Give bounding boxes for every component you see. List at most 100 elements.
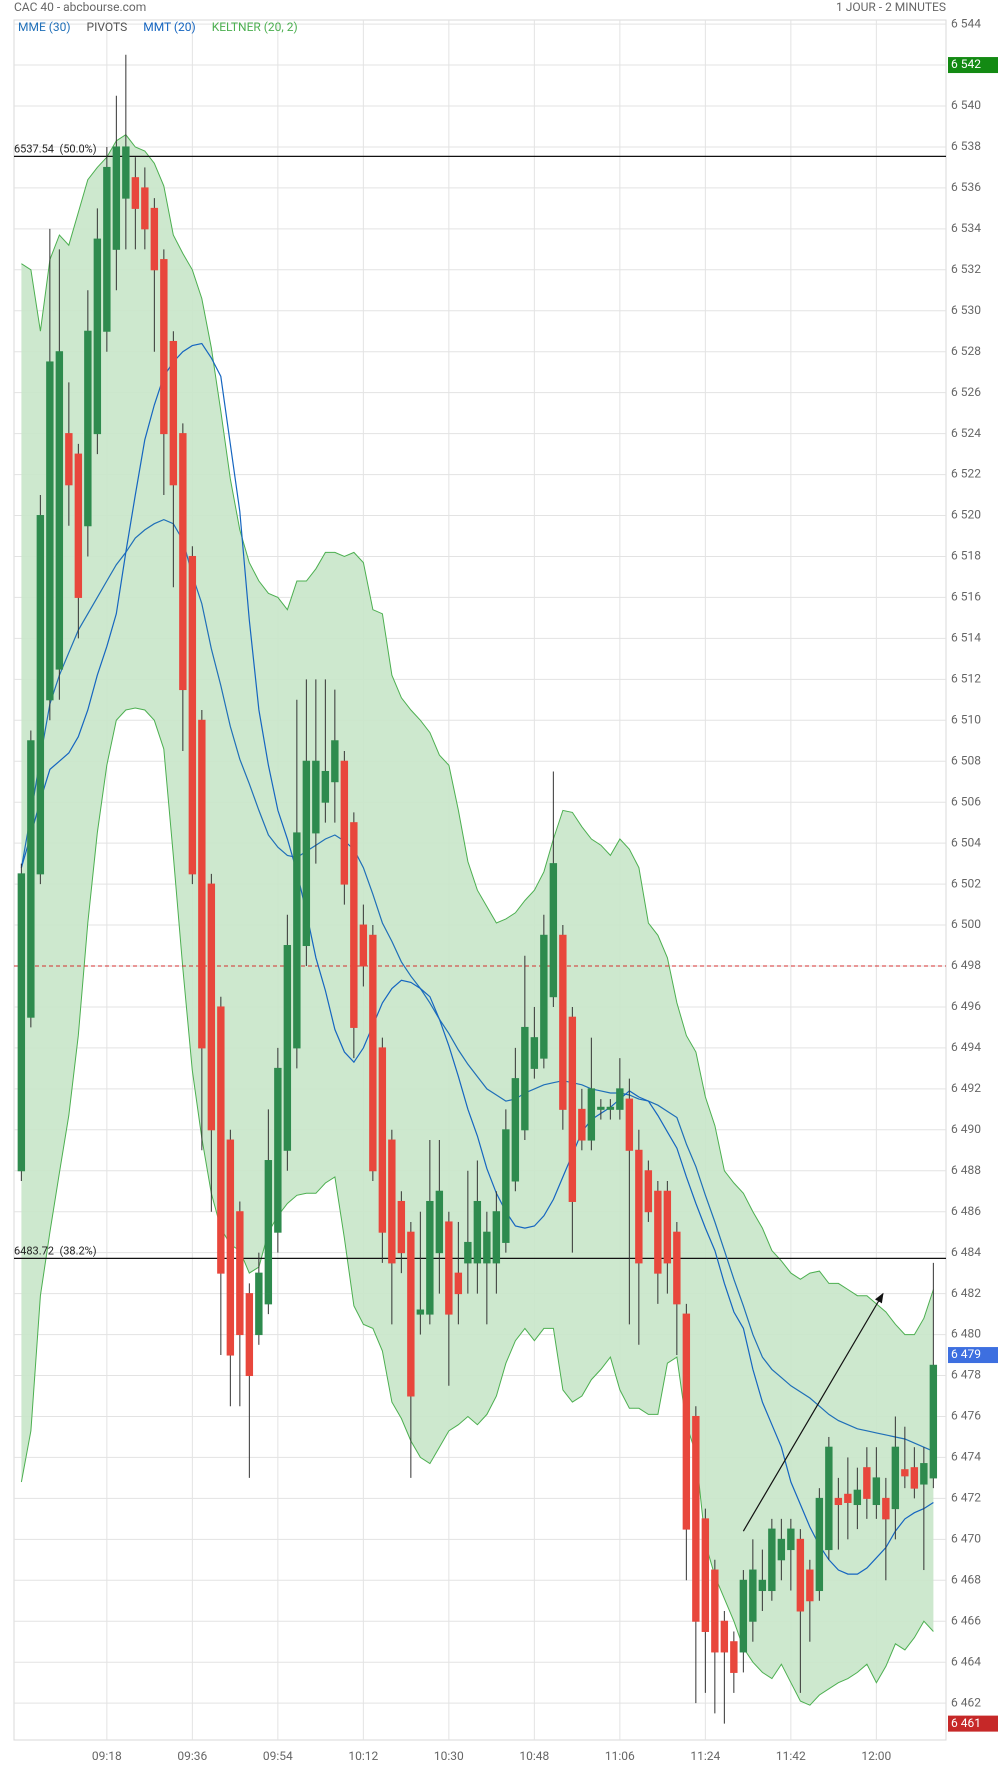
y-tick-label: 6 522 (951, 467, 981, 481)
candle-body (834, 1497, 843, 1506)
candle-body (654, 1190, 662, 1274)
candle-body (397, 1200, 406, 1254)
price-tag-label: 6 479 (951, 1347, 981, 1361)
price-tag-label: 6 542 (951, 57, 981, 71)
candle-body (378, 1047, 387, 1233)
y-tick-label: 6 540 (951, 98, 981, 112)
y-tick-label: 6 464 (951, 1654, 981, 1668)
chart-title: CAC 40 - abcbourse.com (14, 0, 146, 14)
y-tick-label: 6 500 (951, 917, 981, 931)
price-tag-label: 6 461 (951, 1716, 981, 1730)
y-tick-label: 6 490 (951, 1122, 981, 1136)
price-tag (948, 57, 998, 74)
candle-body (673, 1231, 681, 1305)
level-label: 6483.72 (38.2%) (14, 1244, 97, 1257)
candle-body (103, 166, 111, 332)
y-tick-label: 6 484 (951, 1245, 981, 1259)
y-tick-label: 6 508 (951, 753, 981, 767)
candle-body (160, 259, 168, 435)
candle-body (635, 1149, 643, 1264)
candle-body (910, 1467, 919, 1489)
candle-body (891, 1446, 900, 1510)
candle-body (236, 1211, 244, 1336)
candle-body (587, 1088, 596, 1141)
x-tick-label: 10:12 (348, 1749, 378, 1763)
candle-body (606, 1106, 615, 1110)
candle-body (853, 1489, 862, 1506)
candle-body (264, 1160, 273, 1305)
candle-body (882, 1497, 890, 1520)
candle-body (616, 1088, 624, 1110)
candle-body (426, 1200, 434, 1315)
legend-item: PIVOTS (87, 20, 128, 34)
y-tick-label: 6 520 (951, 508, 981, 522)
candle-body (46, 361, 54, 701)
candle-body (435, 1190, 444, 1254)
candle-body (217, 1006, 225, 1274)
candle-body (17, 873, 26, 1172)
candle-body (749, 1569, 757, 1622)
candle-body (929, 1364, 938, 1479)
y-tick-label: 6 474 (951, 1450, 981, 1464)
legend-item: KELTNER (20, 2) (212, 20, 298, 34)
y-tick-label: 6 470 (951, 1532, 981, 1546)
candle-body (93, 238, 102, 435)
y-tick-label: 6 486 (951, 1204, 981, 1218)
candle-body (625, 1098, 634, 1151)
candle-body (521, 1026, 529, 1131)
x-tick-label: 11:06 (605, 1749, 635, 1763)
candle-body (578, 1108, 586, 1141)
x-tick-label: 12:00 (861, 1749, 891, 1763)
x-tick-label: 10:30 (434, 1749, 464, 1763)
y-tick-label: 6 526 (951, 385, 981, 399)
candle-body (274, 1067, 282, 1233)
candle-body (388, 1139, 396, 1264)
candle-body (777, 1538, 786, 1561)
y-tick-label: 6 530 (951, 303, 981, 317)
y-tick-label: 6 480 (951, 1327, 981, 1341)
candle-body (340, 760, 349, 885)
y-tick-label: 6 544 (951, 16, 981, 30)
candle-body (483, 1231, 491, 1264)
y-tick-label: 6 538 (951, 139, 981, 153)
candle-body (65, 433, 73, 486)
candle-body (312, 760, 320, 834)
candle-body (369, 934, 377, 1172)
trend-arrow (742, 1292, 884, 1532)
x-tick-label: 09:18 (92, 1749, 122, 1763)
x-tick-label: 10:48 (519, 1749, 549, 1763)
candle-body (226, 1139, 235, 1356)
price-tag (948, 1715, 998, 1732)
candle-body (511, 1078, 520, 1182)
candle-body (730, 1641, 738, 1673)
candle-body (901, 1469, 909, 1477)
y-tick-label: 6 498 (951, 958, 981, 972)
candle-body (492, 1211, 501, 1264)
y-tick-label: 6 536 (951, 180, 981, 194)
candle-body (454, 1272, 463, 1295)
y-tick-label: 6 502 (951, 876, 981, 890)
keltner-fill (21, 134, 934, 1706)
candle-body (131, 177, 140, 209)
candle-body (350, 822, 358, 1028)
y-tick-label: 6 504 (951, 835, 981, 849)
candle-body (84, 330, 92, 527)
candle-body (644, 1170, 653, 1213)
price-tag (948, 1347, 998, 1364)
candle-body (872, 1477, 881, 1506)
candle-body (502, 1129, 510, 1243)
candle-body (150, 207, 159, 271)
y-tick-label: 6 496 (951, 999, 981, 1013)
candle-body (255, 1272, 263, 1336)
candle-body (692, 1415, 700, 1622)
legend-item: MME (30) (18, 20, 71, 34)
level-label: 6537.54 (50.0%) (14, 142, 97, 155)
candle-body (169, 340, 178, 486)
y-tick-label: 6 528 (951, 344, 981, 358)
y-tick-label: 6 466 (951, 1613, 981, 1627)
candle-body (302, 760, 311, 947)
y-tick-label: 6 492 (951, 1081, 981, 1095)
candle-body (283, 945, 292, 1151)
keltner-upper (21, 134, 934, 1336)
